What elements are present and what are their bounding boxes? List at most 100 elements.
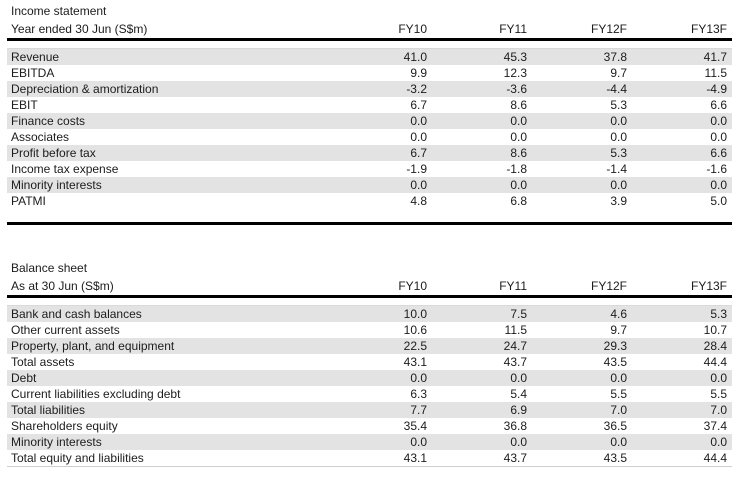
row-value: 0.0 [710,130,727,144]
column-header: FY10 [332,22,432,41]
table-row: Debt 0.0 0.0 0.0 0.0 [7,370,732,386]
row-value: 0.0 [332,370,432,386]
row-value: 5.3 [610,98,627,112]
row-value: 7.5 [432,305,532,322]
row-value: 7.7 [332,402,432,418]
row-value: 6.3 [410,387,427,401]
table-subtitle: As at 30 Jun (S$m) [7,279,332,298]
row-label: PATMI [11,194,46,208]
row-value: 9.9 [410,66,427,80]
row-value: -1.9 [406,162,427,176]
header-row: Year ended 30 Jun (S$m) FY10 FY11 FY12F FY1… [7,22,732,41]
row-value: 11.5 [504,323,527,337]
row-value: -1.6 [706,162,727,176]
row-value: 41.7 [632,48,732,65]
row-value: 5.0 [710,194,727,208]
spacer-row [7,39,732,49]
row-value: 5.3 [532,145,632,161]
row-value: 11.5 [704,66,727,80]
row-label: Total liabilities [7,402,332,418]
row-label: Associates [11,130,70,144]
row-value: -3.6 [432,81,532,97]
row-value: 22.5 [332,338,432,354]
table-row: Minority interests 0.0 0.0 0.0 0.0 [7,177,732,193]
row-value: 12.3 [503,66,527,80]
row-value: 6.7 [332,145,432,161]
row-value: 4.6 [532,305,632,322]
financial-table: Income statement Year ended 30 Jun (S$m)… [7,4,732,225]
table-row: Associates 0.0 0.0 0.0 0.0 [7,129,732,145]
table-title: Income statement [11,4,107,18]
row-label: EBIT [11,98,38,112]
row-value: 0.0 [432,113,532,129]
column-header: FY13F [632,22,732,41]
row-value: 43.5 [603,355,627,369]
row-value: 3.9 [610,194,627,208]
table-row: Bank and cash balances 10.0 7.5 4.6 5.3 [7,305,732,322]
column-header: FY11 [432,279,532,298]
row-label: Bank and cash balances [7,305,332,322]
data-table: Year ended 30 Jun (S$m) FY10 FY11 FY12F FY1… [7,22,732,209]
row-value: 6.7 [410,98,427,112]
row-value: 0.0 [432,177,532,193]
row-value: 10.0 [332,305,432,322]
row-label: Minority interests [7,434,332,450]
table-row: Depreciation & amortization -3.2 -3.6 -4.4… [7,81,732,97]
row-value: 0.0 [532,113,632,129]
column-header: FY10 [332,279,432,298]
row-value: 37.8 [532,48,632,65]
row-label: Income tax expense [11,162,119,176]
row-value: 37.4 [703,419,727,433]
row-value: 5.4 [510,387,527,401]
row-label: Minority interests [7,177,332,193]
row-value: 43.7 [503,451,527,465]
row-value: -3.2 [332,81,432,97]
row-label: Finance costs [7,113,332,129]
column-header: FY13F [632,279,732,298]
table-row: Total assets 43.1 43.7 43.5 44.4 [7,354,732,370]
row-value: 44.4 [703,355,727,369]
table-row: Revenue 41.0 45.3 37.8 41.7 [7,48,732,65]
row-label: EBITDA [11,66,55,80]
table-row: Total liabilities 7.7 6.9 7.0 7.0 [7,402,732,418]
table-row: Total equity and liabilities 43.1 43.7 43.… [7,450,732,466]
row-label: Total assets [11,355,75,369]
row-value: 6.6 [632,145,732,161]
table-subtitle: Year ended 30 Jun (S$m) [7,22,332,41]
row-value: 5.3 [632,305,732,322]
row-label: Other current assets [11,323,120,337]
table-row: Other current assets 10.6 11.5 9.7 10.7 [7,322,732,338]
row-value: 8.6 [432,145,532,161]
row-value: 10.7 [703,323,727,337]
table-row: EBITDA 9.9 12.3 9.7 11.5 [7,65,732,81]
row-value: 0.0 [532,370,632,386]
row-value: 43.7 [503,355,527,369]
spacer-cell [7,296,732,306]
row-value: 35.4 [403,419,427,433]
table-row: PATMI 4.8 6.8 3.9 5.0 [7,193,732,209]
row-value: 41.0 [332,48,432,65]
row-label: Revenue [7,48,332,65]
row-value: 43.1 [403,451,427,465]
row-value: 36.5 [603,419,627,433]
row-value: -1.4 [606,162,627,176]
table-row: Profit before tax 6.7 8.6 5.3 6.6 [7,145,732,161]
row-value: 0.0 [432,370,532,386]
row-value: 0.0 [432,434,532,450]
row-value: 43.1 [403,355,427,369]
row-value: 5.5 [610,387,627,401]
data-table: As at 30 Jun (S$m) FY10 FY11 FY12F FY13F Ba… [7,279,732,466]
row-value: 8.6 [510,98,527,112]
row-value: 0.0 [610,130,627,144]
row-value: 9.7 [610,323,627,337]
bottom-rule [7,222,732,225]
row-value: 0.0 [632,370,732,386]
row-value: 0.0 [510,130,527,144]
table-row: Property, plant, and equipment 22.5 24.7 2… [7,338,732,354]
spacer-row [7,296,732,306]
column-header: FY12F [532,22,632,41]
row-value: 0.0 [332,434,432,450]
row-value: -4.4 [532,81,632,97]
table-row: Income tax expense -1.9 -1.8 -1.4 -1.6 [7,161,732,177]
row-value: 0.0 [532,177,632,193]
